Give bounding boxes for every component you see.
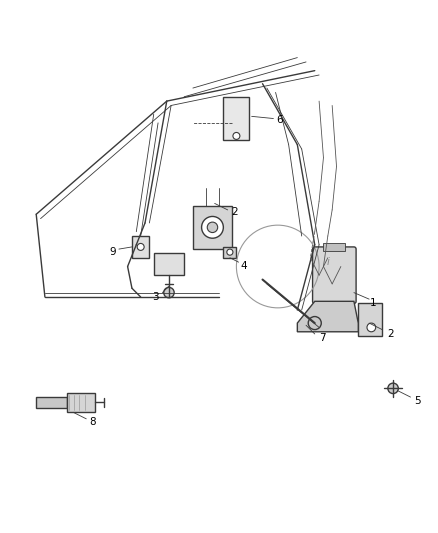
- Text: 7: 7: [319, 333, 326, 343]
- Bar: [154, 254, 184, 275]
- Text: 2: 2: [388, 329, 394, 339]
- Circle shape: [308, 317, 321, 329]
- Circle shape: [388, 383, 398, 393]
- Circle shape: [227, 249, 233, 255]
- Text: 8: 8: [89, 417, 96, 427]
- Bar: [132, 236, 149, 258]
- Circle shape: [201, 216, 223, 238]
- Circle shape: [367, 323, 376, 332]
- FancyBboxPatch shape: [313, 247, 356, 303]
- Bar: [223, 97, 250, 140]
- Circle shape: [164, 287, 174, 298]
- Text: 2: 2: [231, 207, 237, 217]
- Bar: [36, 397, 67, 408]
- Text: 6: 6: [277, 115, 283, 125]
- Text: 3: 3: [152, 292, 159, 302]
- Text: 5: 5: [414, 395, 420, 406]
- Bar: [67, 393, 95, 413]
- Circle shape: [233, 133, 240, 140]
- Text: 4: 4: [241, 261, 247, 271]
- Polygon shape: [297, 301, 358, 332]
- Bar: [323, 243, 345, 251]
- Circle shape: [137, 244, 144, 251]
- Text: 9: 9: [109, 247, 116, 257]
- Text: i: i: [326, 257, 329, 267]
- Bar: [223, 247, 237, 258]
- Circle shape: [207, 222, 218, 232]
- Bar: [358, 303, 382, 336]
- Text: 1: 1: [370, 297, 377, 308]
- Bar: [193, 206, 232, 249]
